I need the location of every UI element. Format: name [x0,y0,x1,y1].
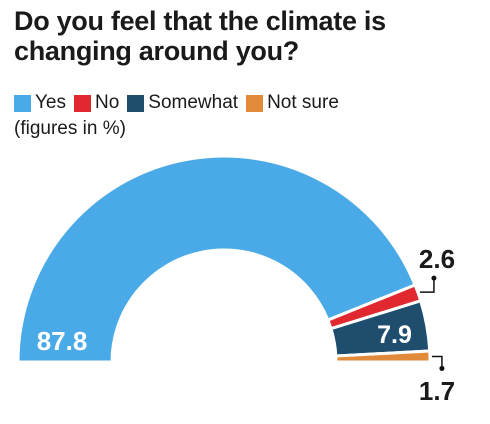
data-label-yes: 87.8 [37,326,88,356]
units-note: (figures in %) [14,118,126,139]
legend: Yes No Somewhat Not sure [14,92,347,114]
slice-yes [16,154,418,364]
legend-label-not-sure: Not sure [267,92,339,113]
legend-item-not-sure: Not sure [246,92,339,114]
slice-not-sure [334,349,432,364]
legend-item-yes: Yes [14,92,66,114]
legend-swatch-no [74,94,91,112]
data-label-not-sure: 1.7 [419,376,455,406]
data-label-somewhat: 7.9 [377,321,412,349]
legend-swatch-not-sure [246,94,264,112]
leader-dot-no [431,275,437,281]
legend-swatch-yes [14,94,31,112]
legend-item-no: No [74,92,119,114]
leader-not-sure [431,355,443,369]
legend-label-somewhat: Somewhat [148,92,239,113]
chart-title: Do you feel that the climate is changing… [14,6,386,66]
leader-no [419,278,435,293]
leader-dot-not-sure [439,365,445,371]
legend-item-somewhat: Somewhat [127,92,238,114]
legend-swatch-somewhat [127,94,145,112]
data-label-no: 2.6 [419,244,455,274]
legend-label-no: No [95,92,120,113]
legend-label-yes: Yes [35,92,66,113]
